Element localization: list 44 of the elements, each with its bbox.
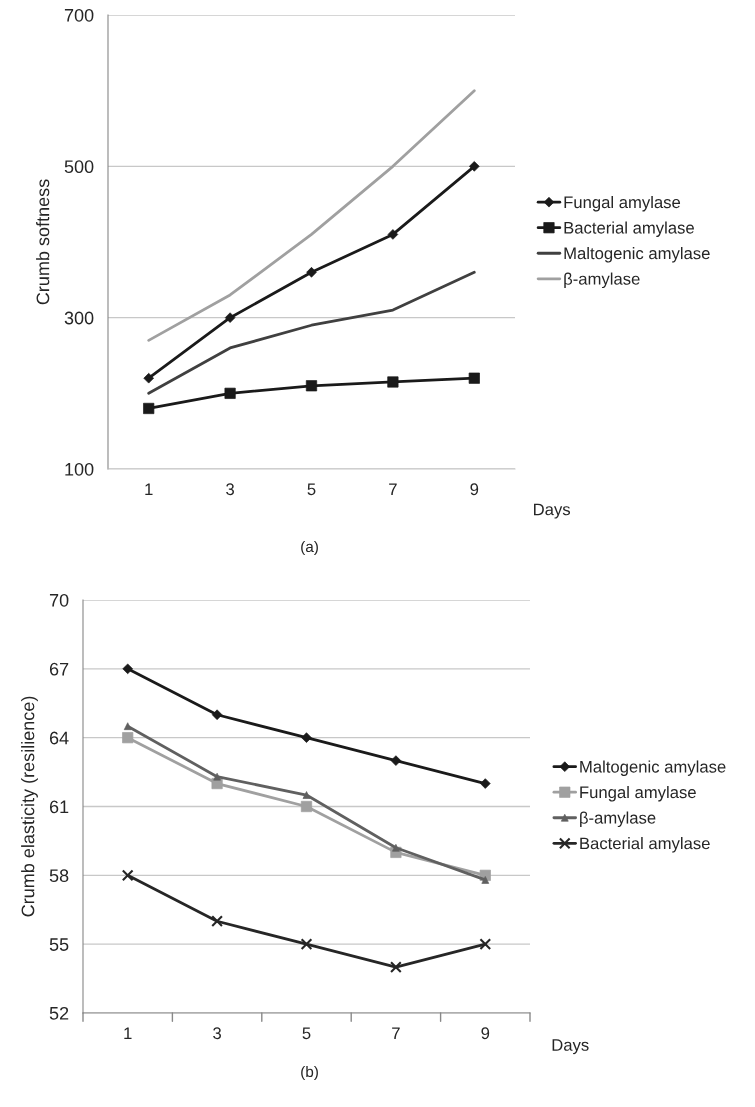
text: (b) (301, 1065, 318, 1081)
x-tick-label: 3 (213, 1027, 221, 1040)
x-tick-label: 5 (302, 1027, 311, 1040)
point (300, 800, 313, 813)
x-axis-title: Days (534, 503, 571, 519)
x-tick-label: 3 (226, 483, 234, 496)
x-tick-label: 9 (481, 1027, 490, 1040)
x-tick-label: 1 (145, 483, 153, 495)
x-axis-title: Days (552, 1039, 589, 1055)
line-series (147, 89, 476, 342)
y-tick-label: 58 (49, 869, 69, 883)
legend-label: Maltogenic amylase (564, 247, 710, 263)
y-tick-label: 55 (49, 938, 69, 951)
y-tick-label: 100 (65, 462, 94, 476)
y-tick-label: 700 (64, 8, 94, 22)
x-tick-label: 9 (470, 483, 479, 496)
x-tick-label: 5 (307, 483, 316, 496)
x-tick-label: 7 (389, 483, 397, 495)
point (390, 961, 402, 974)
point (211, 915, 223, 928)
legend-label: β-amylase (564, 272, 640, 289)
text: (a) (301, 540, 318, 556)
y-tick-label: 300 (64, 311, 94, 325)
point (300, 938, 313, 951)
legend-label: Bacterial amylase (564, 221, 694, 237)
line-series (147, 270, 476, 395)
point (143, 402, 155, 415)
y-tick-label: 52 (49, 1006, 69, 1020)
legend-label: β-amylase (580, 811, 656, 828)
legend-label: Maltogenic amylase (580, 760, 726, 776)
legend-label: Fungal amylase (564, 195, 681, 212)
y-axis-title: Crumb softness (36, 179, 50, 305)
legend-label: Bacterial amylase (580, 837, 710, 853)
x-tick-label: 1 (124, 1027, 132, 1039)
y-tick-label: 500 (64, 160, 94, 174)
y-tick-label: 67 (49, 662, 69, 676)
y-axis-title: Crumb elasticity (resilience) (21, 696, 38, 917)
legend-label: Fungal amylase (580, 785, 696, 802)
point (121, 869, 134, 882)
y-tick-label: 61 (49, 800, 69, 814)
point (479, 938, 492, 951)
y-tick-label: 70 (49, 593, 69, 607)
y-tick-label: 64 (49, 731, 69, 745)
x-tick-label: 7 (392, 1027, 400, 1039)
